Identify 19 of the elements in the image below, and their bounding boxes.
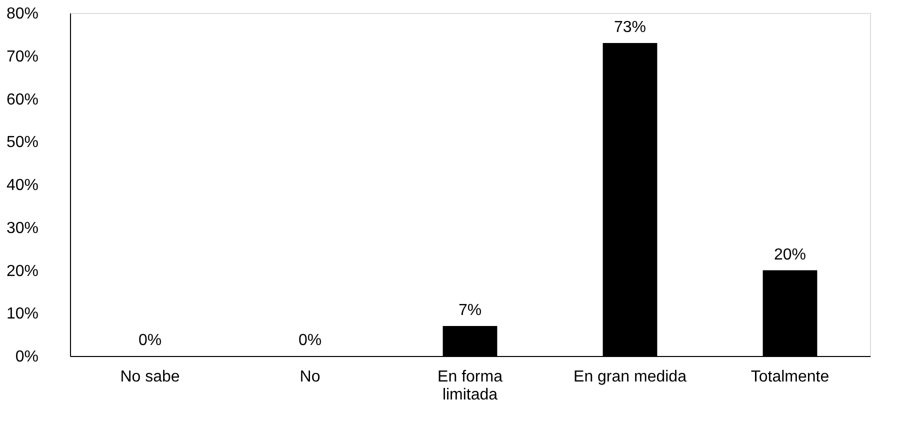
data-label: 0% bbox=[138, 332, 162, 349]
data-label: 20% bbox=[774, 246, 806, 264]
data-label: 73% bbox=[614, 19, 646, 36]
data-label: 0% bbox=[298, 332, 322, 349]
y-tick-label: 50% bbox=[6, 134, 38, 152]
y-tick-label: 10% bbox=[6, 306, 38, 323]
y-tick-label: 20% bbox=[6, 262, 38, 280]
y-tick-label: 60% bbox=[6, 91, 38, 108]
y-tick-label: 80% bbox=[6, 6, 38, 22]
x-tick-label: Totalmente bbox=[750, 368, 830, 386]
y-tick-label: 30% bbox=[6, 220, 38, 237]
x-tick-label: No sabe bbox=[120, 368, 180, 386]
x-tick-label: No bbox=[300, 368, 320, 386]
x-tick-label: En gran medida bbox=[574, 368, 687, 386]
y-tick-label: 0% bbox=[15, 348, 38, 366]
x-tick-label: En forma limitada bbox=[438, 368, 503, 404]
data-label: 7% bbox=[458, 302, 482, 319]
y-tick-label: 40% bbox=[6, 177, 38, 194]
y-tick-label: 70% bbox=[6, 48, 38, 66]
